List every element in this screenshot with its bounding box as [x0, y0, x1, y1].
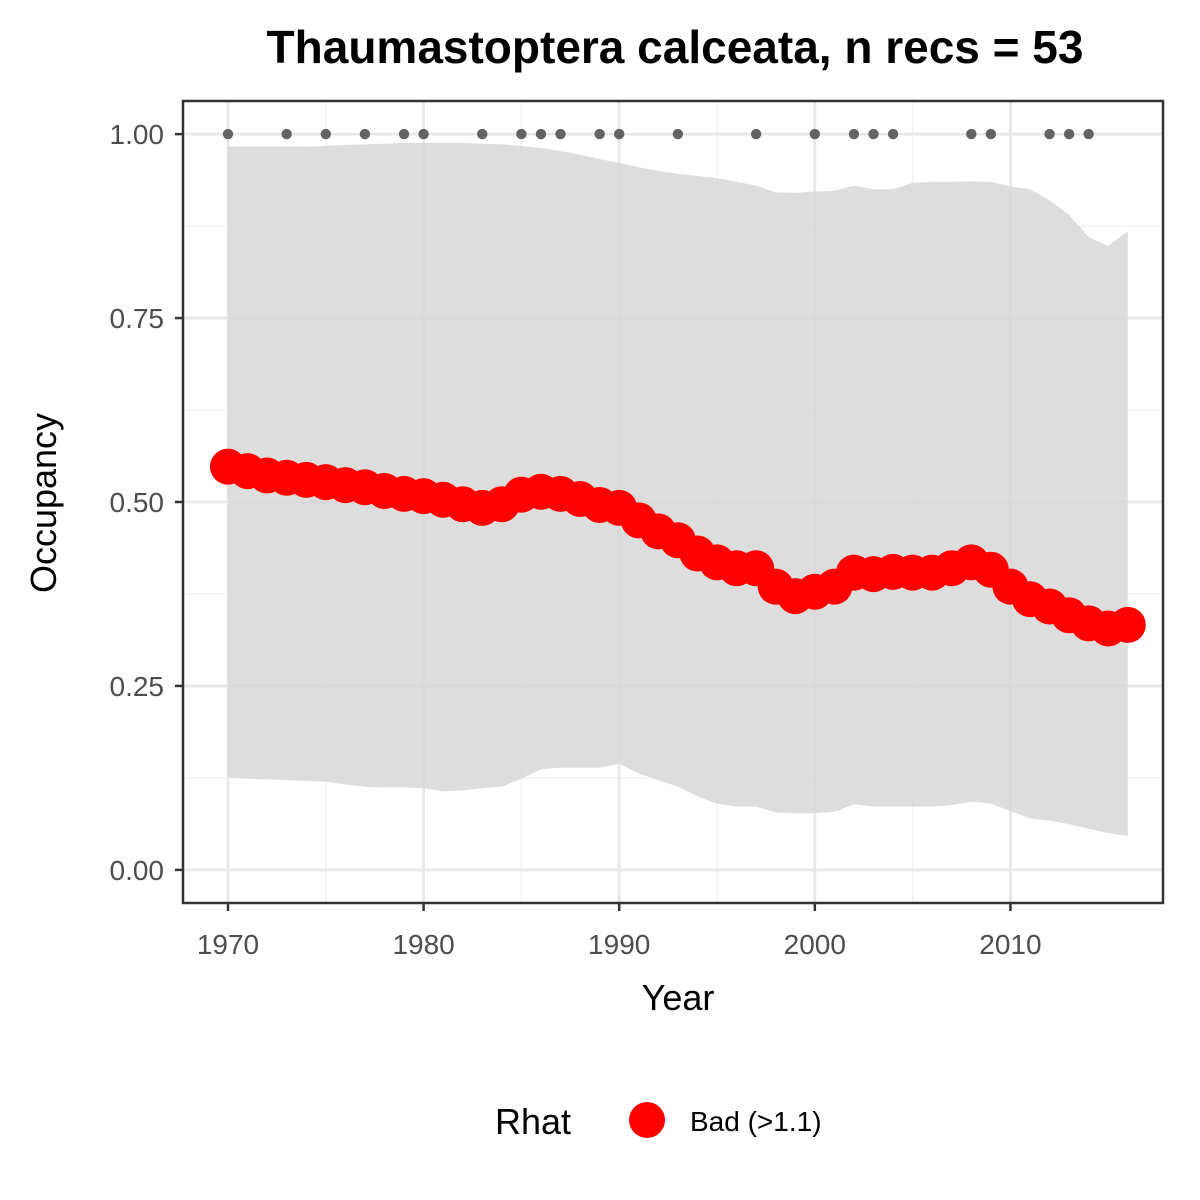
- record-point: [809, 128, 821, 140]
- record-point: [985, 128, 997, 140]
- y-axis-title: Occupancy: [23, 413, 64, 593]
- record-point: [281, 128, 292, 140]
- y-tick-label: 1.00: [110, 119, 165, 150]
- record-point: [516, 128, 527, 140]
- record-point: [672, 128, 684, 140]
- record-point: [868, 128, 879, 140]
- record-point: [966, 128, 977, 140]
- record-point: [594, 128, 605, 140]
- y-axis: 0.00 0.25 0.50 0.75 1.00: [110, 119, 183, 886]
- y-tick-label: 0.00: [110, 855, 165, 886]
- chart-title: Thaumastoptera calceata, n recs = 53: [267, 21, 1084, 73]
- legend-label-bad: Bad (>1.1): [690, 1106, 822, 1137]
- record-point: [1044, 128, 1055, 140]
- record-point: [398, 128, 410, 140]
- record-point: [750, 128, 762, 140]
- legend: Rhat Bad (>1.1): [495, 1101, 822, 1142]
- x-tick-label: 1970: [197, 929, 259, 960]
- x-axis-title: Year: [642, 977, 715, 1018]
- record-point: [1063, 128, 1075, 140]
- confidence-ribbon: [228, 142, 1128, 836]
- record-point: [359, 128, 371, 140]
- occupancy-point: [1109, 606, 1146, 643]
- legend-key-bad: [629, 1102, 665, 1138]
- y-tick-label: 0.50: [110, 487, 165, 518]
- record-point: [320, 128, 331, 140]
- x-tick-label: 1980: [392, 929, 454, 960]
- record-point: [1083, 128, 1094, 140]
- record-point: [848, 128, 860, 140]
- record-point: [477, 128, 488, 140]
- x-tick-label: 1990: [588, 929, 650, 960]
- x-tick-label: 2010: [979, 929, 1041, 960]
- record-point: [222, 128, 234, 140]
- x-tick-label: 2000: [784, 929, 846, 960]
- legend-title: Rhat: [495, 1101, 571, 1142]
- plot-panel: [181, 99, 1165, 905]
- record-point: [535, 128, 547, 140]
- y-tick-label: 0.75: [110, 303, 165, 334]
- record-point: [614, 128, 625, 140]
- y-tick-label: 0.25: [110, 671, 165, 702]
- record-point: [418, 128, 429, 140]
- record-point: [555, 128, 566, 140]
- record-point: [887, 128, 899, 140]
- x-axis: 1970 1980 1990 2000 2010: [197, 903, 1042, 960]
